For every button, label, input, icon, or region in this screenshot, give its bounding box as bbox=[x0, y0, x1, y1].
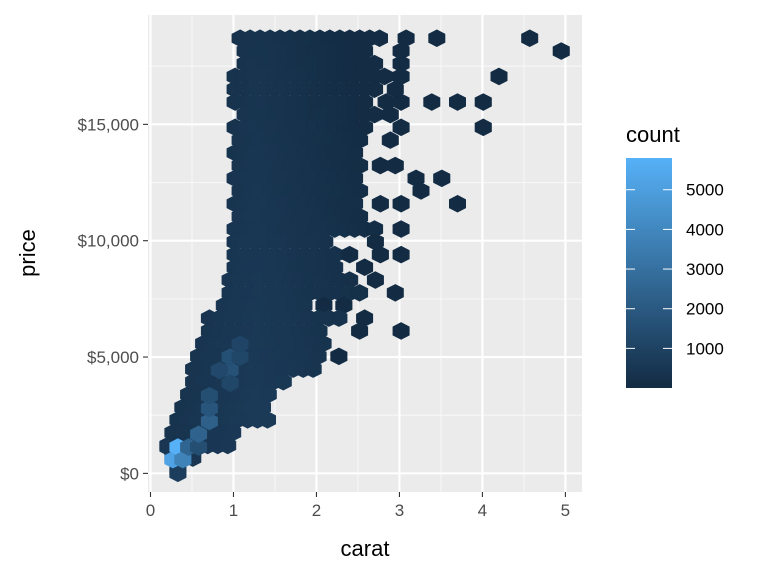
hex-bin bbox=[392, 93, 410, 111]
hex-bin bbox=[221, 374, 239, 392]
hex-bin bbox=[521, 29, 539, 48]
hex-bin bbox=[200, 399, 218, 418]
hex-bin bbox=[341, 245, 359, 264]
x-tick-label: 0 bbox=[146, 501, 155, 520]
x-tick-label: 1 bbox=[229, 501, 238, 520]
hex-bin bbox=[474, 118, 492, 137]
hex-layer bbox=[159, 29, 570, 483]
x-tick-label: 4 bbox=[478, 501, 487, 520]
y-tick-label: $10,000 bbox=[78, 232, 139, 251]
hex-bin bbox=[474, 93, 492, 111]
legend-tick-label: 1000 bbox=[686, 339, 724, 358]
legend-title: count bbox=[626, 122, 680, 147]
hex-bin bbox=[448, 93, 467, 111]
hex-bin bbox=[190, 425, 208, 444]
y-tick-label: $5,000 bbox=[87, 348, 139, 367]
hex-bin bbox=[423, 93, 441, 111]
hex-bin bbox=[392, 245, 410, 264]
legend-tick-label: 5000 bbox=[686, 181, 724, 200]
hex-bin bbox=[433, 169, 451, 188]
hex-bin bbox=[219, 436, 237, 455]
hex-bin bbox=[210, 361, 228, 380]
y-axis: $0 $5,000 $10,000 $15,000 bbox=[78, 115, 148, 483]
y-axis-title: price bbox=[15, 229, 40, 277]
legend-ticks: 1000 2000 3000 4000 5000 bbox=[626, 181, 724, 358]
hex-bin bbox=[356, 258, 374, 277]
hex-bin bbox=[330, 347, 348, 366]
x-tick-label: 5 bbox=[561, 501, 570, 520]
hex-bin bbox=[552, 42, 570, 60]
hex-bin bbox=[428, 29, 446, 48]
hex-bin bbox=[231, 335, 249, 354]
legend-tick-label: 3000 bbox=[686, 260, 724, 279]
hex-bin bbox=[274, 372, 292, 391]
hex-bin bbox=[412, 182, 430, 200]
hex-bin bbox=[366, 271, 384, 289]
hex-bin bbox=[381, 105, 399, 124]
legend-tick-label: 4000 bbox=[686, 220, 724, 239]
hex-bin bbox=[200, 412, 218, 431]
hex-bin bbox=[330, 309, 348, 327]
hex-bin bbox=[371, 194, 389, 213]
hex-bin bbox=[392, 118, 410, 137]
y-tick-label: $15,000 bbox=[78, 115, 139, 134]
hex-bin bbox=[381, 131, 399, 149]
hex-bin bbox=[351, 322, 369, 340]
hex-bin bbox=[169, 464, 187, 483]
hex-bin bbox=[392, 220, 410, 238]
hex-bin bbox=[190, 438, 208, 456]
hex-bin bbox=[304, 360, 322, 378]
hex-bin bbox=[231, 348, 249, 366]
x-tick-label: 2 bbox=[312, 501, 321, 520]
hex-bin bbox=[365, 80, 384, 99]
hex-bin bbox=[200, 386, 218, 405]
legend-tick-label: 2000 bbox=[686, 300, 724, 319]
legend: count 1000 2000 3000 4000 5000 bbox=[626, 122, 724, 388]
hex-bin bbox=[371, 245, 389, 264]
hex-bin bbox=[351, 284, 369, 302]
hex-bin bbox=[490, 67, 508, 86]
hex-bin bbox=[258, 411, 277, 429]
hex-bin bbox=[392, 322, 410, 340]
hex-bin bbox=[386, 156, 404, 175]
hex-bin bbox=[370, 29, 389, 48]
x-tick-label: 3 bbox=[395, 501, 404, 520]
hex-bin bbox=[448, 194, 467, 213]
y-tick-label: $0 bbox=[120, 464, 139, 483]
legend-colorbar bbox=[626, 158, 672, 388]
x-axis-title: carat bbox=[341, 536, 390, 561]
hex-bin bbox=[392, 194, 410, 213]
hex-bin bbox=[174, 450, 192, 469]
x-axis: 0 1 2 3 4 5 bbox=[146, 492, 570, 520]
hex-bin bbox=[386, 284, 404, 302]
